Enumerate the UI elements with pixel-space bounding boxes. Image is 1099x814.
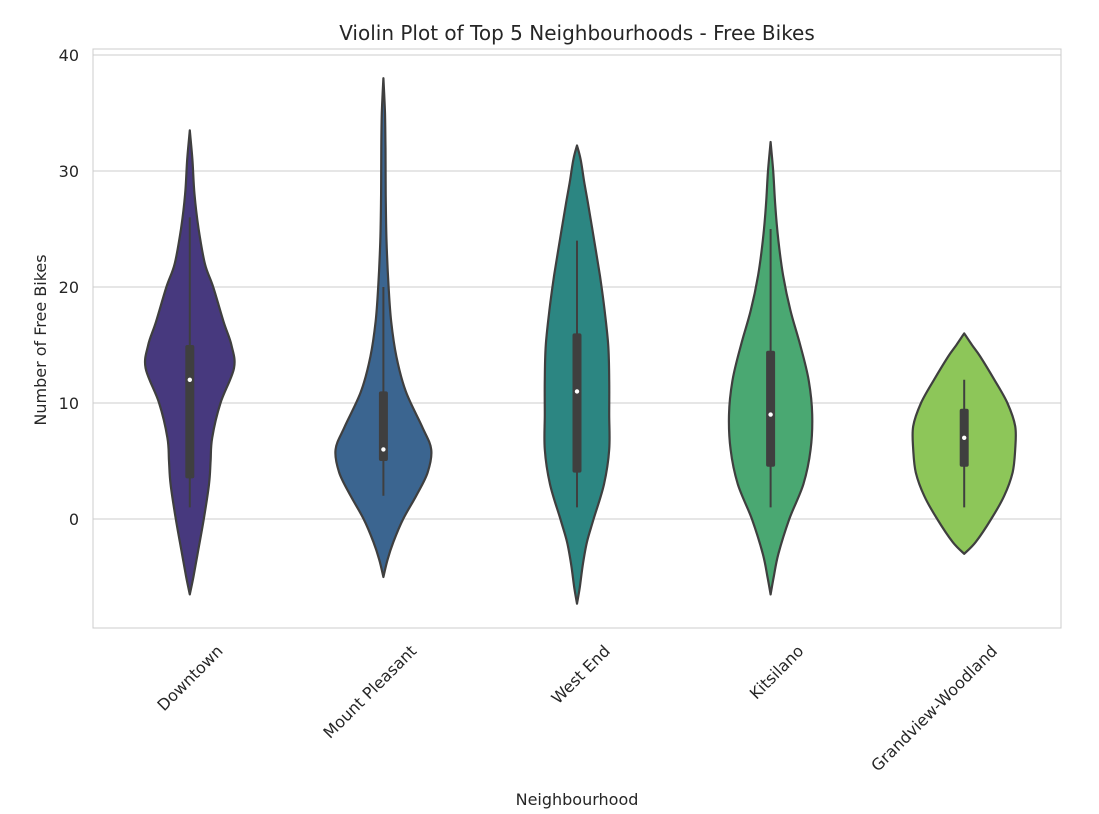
- iqr-box: [572, 333, 582, 473]
- violin-grandview-woodland: [911, 332, 1017, 555]
- x-tick-label: Grandview-Woodland: [867, 641, 1001, 775]
- median-marker: [187, 377, 192, 382]
- median-marker: [574, 389, 580, 394]
- violin-downtown: [143, 129, 236, 596]
- iqr-box: [378, 391, 388, 461]
- x-axis-label: Neighbourhood: [516, 790, 639, 809]
- x-tick-label: Downtown: [153, 641, 226, 714]
- x-tick-label: Mount Pleasant: [319, 641, 420, 742]
- iqr-box: [185, 345, 195, 479]
- median-marker: [381, 447, 386, 452]
- y-tick-label: 40: [59, 46, 79, 65]
- y-tick-label: 30: [59, 162, 79, 181]
- violin-mount-pleasant: [334, 77, 433, 579]
- y-tick-label: 20: [59, 278, 79, 297]
- violin-west-end: [543, 144, 611, 605]
- median-marker: [962, 435, 967, 440]
- y-axis-label: Number of Free Bikes: [31, 254, 50, 425]
- median-marker: [768, 412, 773, 417]
- x-tick-labels: Downtown Mount Pleasant West End Kitsilano G…: [153, 641, 1001, 775]
- x-tick-label: Kitsilano: [746, 641, 808, 703]
- chart-title: Violin Plot of Top 5 Neighbourhoods - Fr…: [339, 21, 815, 45]
- iqr-box: [766, 350, 776, 467]
- y-tick-label: 10: [59, 394, 79, 413]
- violin-kitsilano: [727, 140, 814, 596]
- y-tick-labels: 0 10 20 30 40: [59, 46, 79, 529]
- violins-layer: [143, 77, 1017, 605]
- x-tick-label: West End: [547, 641, 613, 707]
- y-tick-label: 0: [69, 510, 79, 529]
